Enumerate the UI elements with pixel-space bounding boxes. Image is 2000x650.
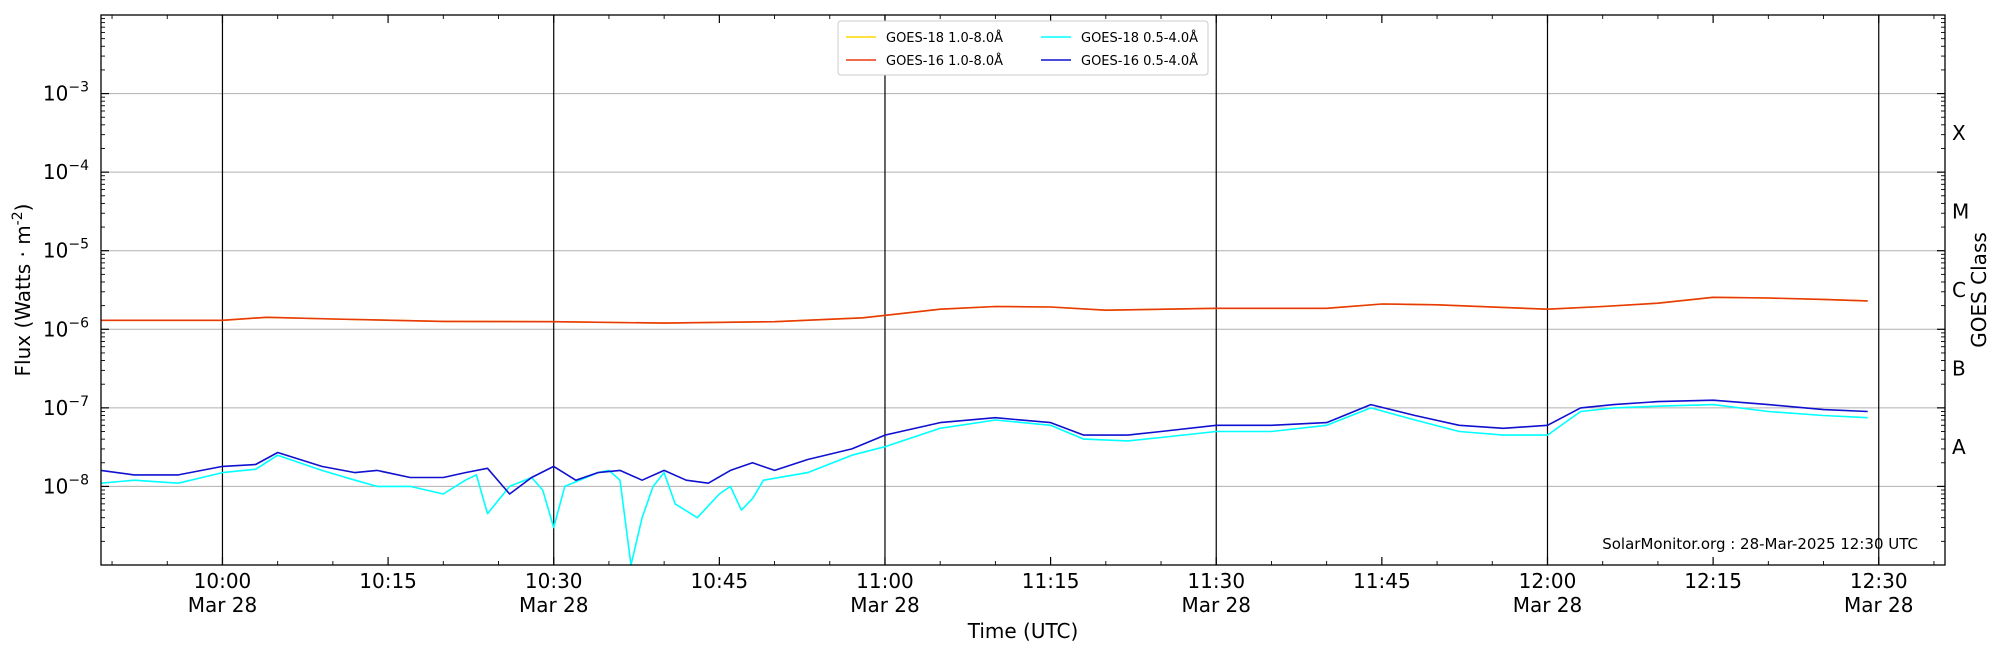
goes-class-labels: X M C B A [1952, 121, 1969, 459]
x-tick-label: 10:15 [359, 569, 417, 593]
credit-text: SolarMonitor.org : 28-Mar-2025 12:30 UTC [1602, 535, 1918, 553]
series-layer [100, 296, 1868, 566]
goes-class-label: C [1952, 278, 1966, 302]
y-tick-label: 10−7 [43, 394, 89, 420]
legend-label: GOES-16 0.5-4.0Å [1081, 53, 1198, 69]
x-tick-label: 11:45 [1353, 569, 1411, 593]
x-tick-label: 11:15 [1022, 569, 1080, 593]
series-line-3 [100, 399, 1868, 495]
x-tick-label: 11:30 [1187, 569, 1245, 593]
y-axis-title: Flux (Watts · m-2) [10, 204, 35, 377]
x-tick-date-label: Mar 28 [1844, 593, 1914, 617]
goes-class-label: M [1952, 199, 1969, 223]
x-tick-label: 10:30 [525, 569, 583, 593]
x-tick-label: 12:00 [1519, 569, 1577, 593]
x-tick-label: 12:30 [1850, 569, 1908, 593]
x-axis-title: Time (UTC) [967, 619, 1079, 643]
x-tick-label: 10:00 [194, 569, 252, 593]
legend-label: GOES-16 1.0-8.0Å [886, 53, 1003, 69]
y-tick-label: 10−6 [43, 315, 89, 341]
x-tick-date-label: Mar 28 [850, 593, 920, 617]
legend: GOES-18 1.0-8.0Å GOES-16 1.0-8.0Å GOES-18 … [837, 20, 1209, 76]
y-tick-label: 10−8 [43, 472, 89, 498]
legend-box [837, 20, 1209, 76]
y-tick-label: 10−4 [43, 158, 89, 184]
vertical-time-lines [221, 15, 1880, 565]
goes-class-label: X [1952, 121, 1966, 145]
x-tick-label: 11:00 [856, 569, 914, 593]
series-line-1 [101, 296, 1868, 324]
y-tick-label: 10−3 [43, 80, 89, 106]
x-tick-date-label: Mar 28 [519, 593, 589, 617]
series-line-2 [100, 403, 1868, 566]
legend-label: GOES-18 0.5-4.0Å [1081, 30, 1198, 46]
goes-class-label: B [1952, 357, 1966, 381]
x-tick-label: 12:15 [1684, 569, 1742, 593]
grid-layer [101, 93, 1945, 487]
x-tick-label: 10:45 [691, 569, 749, 593]
y-axis-ticks: 10−3 10−4 10−5 10−6 10−7 10−8 [43, 18, 1945, 542]
x-tick-date-label: Mar 28 [188, 593, 258, 617]
goes-class-axis-title: GOES Class [1967, 232, 1991, 348]
goes-class-label: A [1952, 435, 1966, 459]
legend-label: GOES-18 1.0-8.0Å [886, 30, 1003, 46]
plot-frame [100, 14, 1946, 566]
x-tick-date-label: Mar 28 [1181, 593, 1251, 617]
x-tick-date-label: Mar 28 [1513, 593, 1583, 617]
y-tick-label: 10−5 [43, 237, 89, 263]
